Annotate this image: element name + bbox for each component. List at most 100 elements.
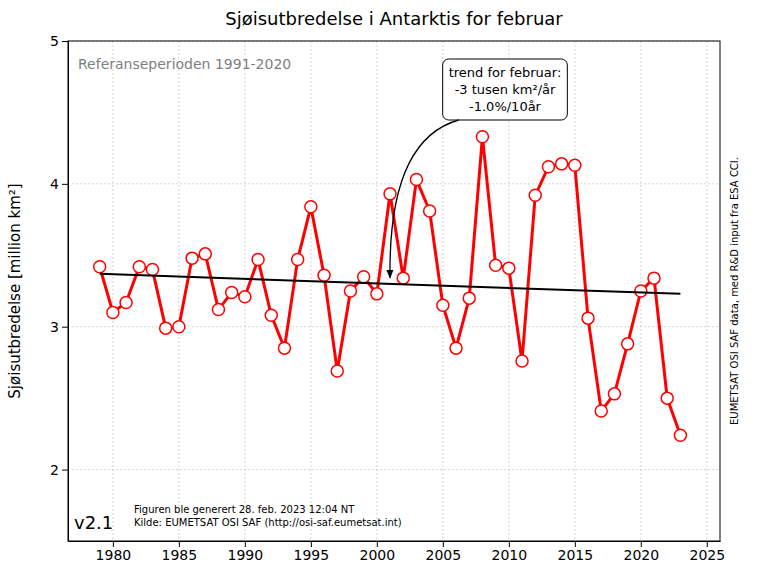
y-tick: 2	[50, 462, 68, 478]
data-point	[542, 161, 554, 173]
y-tick: 3	[50, 319, 68, 335]
y-tick-mark	[62, 184, 68, 185]
data-point	[278, 342, 290, 354]
x-tick-label: 2000	[360, 547, 396, 563]
title: Sjøisutbredelse i Antarktis for februar	[225, 8, 563, 29]
data-point	[450, 342, 462, 354]
data-point	[292, 254, 304, 266]
data-point	[160, 322, 172, 334]
x-axis-line	[69, 541, 721, 542]
data-point	[437, 299, 449, 311]
data-point	[358, 271, 370, 283]
x-tick: 1980	[96, 541, 132, 563]
data-point	[490, 259, 502, 271]
data-point	[305, 201, 317, 213]
data-point	[635, 285, 647, 297]
x-tick-label: 1980	[96, 547, 132, 563]
chart: 1980 1985 1990 1995 2000 2005 2010 2015 2020 2025…	[0, 0, 768, 579]
data-point	[239, 291, 251, 303]
data-point	[463, 292, 475, 304]
y-tick-mark	[62, 41, 68, 42]
data-point	[529, 189, 541, 201]
y-axis-line	[68, 42, 69, 542]
y-tick-label: 2	[50, 462, 59, 478]
footer-text: Kilde: EUMETSAT OSI SAF (http://osi-saf.…	[134, 517, 402, 528]
x-tick: 2020	[623, 541, 659, 563]
data-point	[94, 261, 106, 273]
data-point	[120, 296, 132, 308]
x-axis: 1980 1985 1990 1995 2000 2005 2010 2015 2020 2025	[69, 541, 726, 563]
data-point	[582, 312, 594, 324]
grid-line-x	[112, 41, 113, 541]
data-point	[569, 159, 581, 171]
x-tick-label: 1990	[228, 547, 264, 563]
x-tick-label: 2010	[492, 547, 528, 563]
data-point	[173, 321, 185, 333]
data-line	[100, 137, 681, 436]
data-point	[476, 131, 488, 143]
x-tick: 2005	[426, 541, 462, 563]
data-layer	[94, 131, 687, 442]
data-point	[424, 205, 436, 217]
data-point	[384, 188, 396, 200]
data-point	[146, 264, 158, 276]
annotation-text: trend for februar:	[449, 65, 562, 80]
data-point	[648, 272, 660, 284]
data-point	[199, 248, 211, 260]
x-tick: 2015	[557, 541, 593, 563]
version: v2.1	[74, 512, 113, 533]
annotation-arrow	[390, 120, 459, 278]
data-point	[622, 338, 634, 350]
y-axis-title: Sjøisutbredelse [million km²]	[6, 183, 24, 398]
grid-line-x	[178, 41, 179, 541]
data-point	[595, 405, 607, 417]
annotation-text: -1.0%/10år	[469, 99, 542, 114]
x-tick: 2025	[689, 541, 725, 563]
data-point	[107, 306, 119, 318]
grid-line-y	[68, 469, 720, 470]
y-axis: 2 3 4 5	[50, 33, 68, 542]
x-tick-label: 1995	[294, 547, 330, 563]
data-point	[661, 392, 673, 404]
subtitle: Referanseperioden 1991-2020	[78, 56, 291, 72]
x-tick-label: 2025	[689, 547, 725, 563]
data-point	[556, 158, 568, 170]
data-point	[608, 388, 620, 400]
data-point	[252, 254, 264, 266]
credit: EUMETSAT OSI SAF data, med R&D input fra…	[729, 157, 740, 425]
y-tick: 5	[50, 33, 68, 49]
x-tick-label: 2015	[557, 547, 593, 563]
data-point	[371, 288, 383, 300]
y-tick: 4	[50, 176, 68, 192]
data-point	[503, 262, 515, 274]
y-tick-mark	[62, 470, 68, 471]
annotation: trend for februar:-3 tusen km²/år-1.0%/1…	[390, 59, 567, 278]
y-tick-label: 5	[50, 33, 59, 49]
data-point	[410, 174, 422, 186]
x-tick-label: 2005	[426, 547, 462, 563]
x-tick: 1985	[162, 541, 198, 563]
data-point	[265, 309, 277, 321]
footer-text: Figuren ble generert 28. feb. 2023 12:04…	[134, 504, 355, 515]
data-point	[397, 272, 409, 284]
y-tick-label: 4	[50, 176, 59, 192]
data-point	[331, 365, 343, 377]
data-point	[674, 429, 686, 441]
x-tick: 1990	[228, 541, 264, 563]
data-point	[133, 261, 145, 273]
x-tick: 2010	[492, 541, 528, 563]
grid-line-x	[310, 41, 311, 541]
grid-line-y	[68, 183, 720, 184]
data-point	[344, 285, 356, 297]
data-point	[212, 304, 224, 316]
data-point	[318, 269, 330, 281]
plot-area: 1980 1985 1990 1995 2000 2005 2010 2015 2020 2025…	[50, 33, 725, 563]
data-point	[516, 355, 528, 367]
data-point	[186, 252, 198, 264]
y-tick-mark	[62, 327, 68, 328]
x-tick: 2000	[360, 541, 396, 563]
grid	[68, 41, 720, 541]
x-tick-label: 1985	[162, 547, 198, 563]
y-tick-label: 3	[50, 319, 59, 335]
annotation-box	[443, 59, 568, 120]
